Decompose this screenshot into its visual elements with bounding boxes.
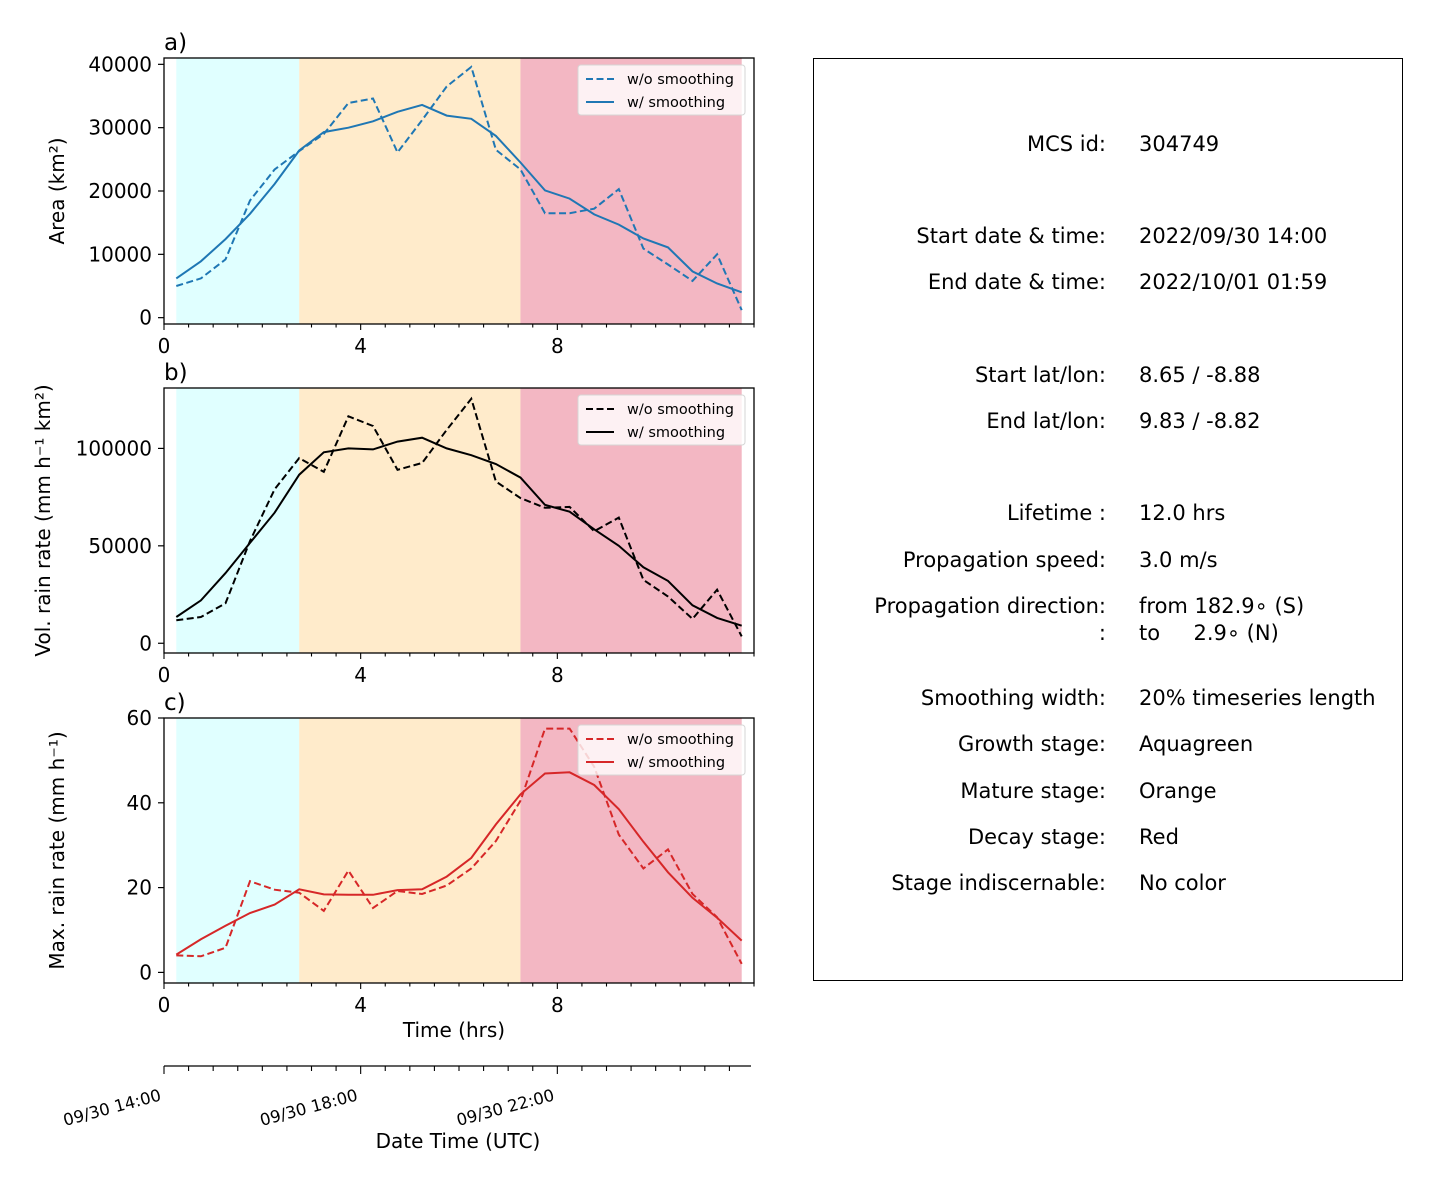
date-axis-label: Date Time (UTC) <box>376 1129 541 1153</box>
end-datetime-value: 2022/10/01 01:59 <box>1139 270 1328 294</box>
decay-stage-value: Red <box>1139 825 1179 849</box>
mcs-id-value: 304749 <box>1139 132 1220 156</box>
speed-value: 3.0 m/s <box>1139 548 1218 572</box>
y-axis-label: Max. rain rate (mm h⁻¹) <box>45 731 69 969</box>
series-line-raw <box>176 65 743 311</box>
panel-letter: b) <box>164 360 188 386</box>
legend-entry: w/o smoothing <box>627 72 734 88</box>
legend-entry: w/ smoothing <box>627 755 725 771</box>
y-tick-label: 0 <box>139 960 152 984</box>
growth-stage-label: Growth stage: <box>957 732 1106 756</box>
indiscernable-stage-value: No color <box>1139 871 1226 895</box>
panel-area: 0 10000 20000 30000 40000 0 4 8 a) Area (km²) w/o … <box>45 30 755 358</box>
x-tick-label: 8 <box>551 993 564 1017</box>
end-datetime-label: End date & time: <box>927 270 1106 294</box>
series-line-smoothed <box>175 771 743 956</box>
smoothing-label: Smoothing width: <box>920 686 1106 710</box>
legend-entry: w/o smoothing <box>627 402 734 418</box>
stage-band-aquagreen <box>176 388 300 653</box>
y-tick-label: 0 <box>139 306 152 330</box>
lifetime-label: Lifetime : <box>1006 501 1106 525</box>
date-tick-label: 09/30 18:00 <box>258 1086 360 1130</box>
x-tick-label: 8 <box>551 334 564 358</box>
y-axis-label: Area (km²) <box>45 137 69 244</box>
end-latlon-label: End lat/lon: <box>986 409 1106 433</box>
y-tick-label: 100000 <box>76 436 152 460</box>
y-axis-label: Vol. rain rate (mm h⁻¹ km²) <box>31 384 55 656</box>
info-box: MCS id: 304749 Start date & time: 2022/0… <box>813 58 1403 981</box>
legend-frame <box>577 724 746 776</box>
date-tick-label: 09/30 14:00 <box>61 1086 163 1130</box>
series-line-smoothed <box>175 103 743 294</box>
y-tick-label: 50000 <box>88 534 152 558</box>
series-line-raw <box>176 727 743 965</box>
y-tick-label: 20 <box>127 876 152 900</box>
mature-stage-value: Orange <box>1139 779 1217 803</box>
legend-frame <box>577 64 746 116</box>
start-latlon-value: 8.65 / -8.88 <box>1139 363 1261 387</box>
series-line-raw <box>176 396 743 637</box>
end-latlon-value: 9.83 / -8.82 <box>1139 409 1261 433</box>
direction-label-2: : <box>1098 621 1106 645</box>
panel-maxrain: 0 20 40 60 0 4 8 c) Max. rain rate (mm h⁻¹) w/o s… <box>45 690 755 1042</box>
stage-band-orange <box>299 718 521 983</box>
legend-entry: w/ smoothing <box>627 95 725 111</box>
x-tick-label: 0 <box>158 334 171 358</box>
stage-band-orange <box>299 58 521 324</box>
legend: w/o smoothing w/ smoothing <box>577 724 746 776</box>
panel-volrain: 0 50000 100000 0 4 8 b) Vol. rain rate (mm h⁻¹ … <box>31 360 755 687</box>
mcs-id-label: MCS id: <box>1026 132 1106 156</box>
mature-stage-label: Mature stage: <box>960 779 1106 803</box>
direction-to-value: to 2.9∘ (N) <box>1139 621 1279 645</box>
stage-band-aquagreen <box>176 718 300 983</box>
x-axis-label: Time (hrs) <box>402 1018 505 1042</box>
start-latlon-label: Start lat/lon: <box>974 363 1106 387</box>
legend-entry: w/o smoothing <box>627 732 734 748</box>
smoothing-value: 20% timeseries length <box>1139 686 1376 710</box>
y-tick-label: 20000 <box>88 179 152 203</box>
x-tick-label: 4 <box>354 993 367 1017</box>
y-tick-label: 60 <box>127 706 152 730</box>
speed-label: Propagation speed: <box>902 548 1106 572</box>
y-tick-label: 40 <box>127 791 152 815</box>
x-tick-label: 4 <box>354 663 367 687</box>
start-datetime-value: 2022/09/30 14:00 <box>1139 224 1328 248</box>
y-tick-label: 0 <box>139 631 152 655</box>
x-tick-label: 0 <box>158 663 171 687</box>
y-tick-label: 40000 <box>88 52 152 76</box>
stage-band-orange <box>299 388 521 653</box>
panel-letter: c) <box>164 690 186 716</box>
y-tick-label: 30000 <box>88 116 152 140</box>
stage-band-aquagreen <box>176 58 300 324</box>
date-tick-label: 09/30 22:00 <box>455 1086 557 1130</box>
legend: w/o smoothing w/ smoothing <box>577 394 746 446</box>
legend: w/o smoothing w/ smoothing <box>577 64 746 116</box>
legend-entry: w/ smoothing <box>627 425 725 441</box>
growth-stage-value: Aquagreen <box>1139 732 1254 756</box>
direction-from-value: from 182.9∘ (S) <box>1139 594 1305 618</box>
start-datetime-label: Start date & time: <box>916 224 1106 248</box>
decay-stage-label: Decay stage: <box>968 825 1106 849</box>
x-tick-label: 8 <box>551 663 564 687</box>
legend-frame <box>577 394 746 446</box>
y-tick-label: 10000 <box>88 242 152 266</box>
direction-label: Propagation direction: <box>874 594 1106 618</box>
indiscernable-stage-label: Stage indiscernable: <box>891 871 1106 895</box>
panel-letter: a) <box>164 30 187 56</box>
series-line-smoothed <box>175 436 743 627</box>
lifetime-value: 12.0 hrs <box>1139 501 1226 525</box>
x-tick-label: 4 <box>354 334 367 358</box>
x-tick-label: 0 <box>158 993 171 1017</box>
